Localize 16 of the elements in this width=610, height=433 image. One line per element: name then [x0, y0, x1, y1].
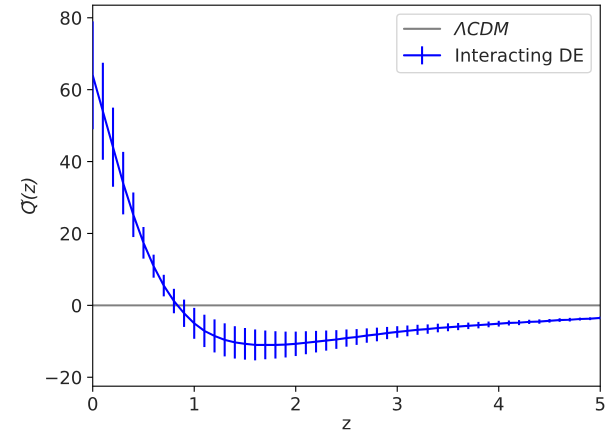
- y-axis-title: Q̃(z): [20, 178, 38, 214]
- x-tick-label: 2: [291, 396, 300, 410]
- x-tick-label: 0: [88, 396, 98, 411]
- x-axis-title: z: [342, 419, 350, 430]
- y-tick-label: 20: [60, 226, 82, 241]
- x-tick-label: 5: [596, 397, 604, 411]
- y-tick-label: 40: [60, 155, 82, 169]
- x-tick-label: 1: [190, 397, 198, 410]
- y-tick-label: 80: [60, 11, 82, 25]
- x-tick-label: 3: [392, 396, 402, 411]
- y-tick-label: −20: [46, 370, 82, 384]
- y-tick-label: 60: [60, 83, 82, 97]
- legend-label: Interacting DE: [456, 48, 583, 66]
- legend-label: ΛCDM: [453, 22, 509, 36]
- y-tick-label: 0: [72, 298, 82, 312]
- x-tick-label: 4: [494, 397, 504, 410]
